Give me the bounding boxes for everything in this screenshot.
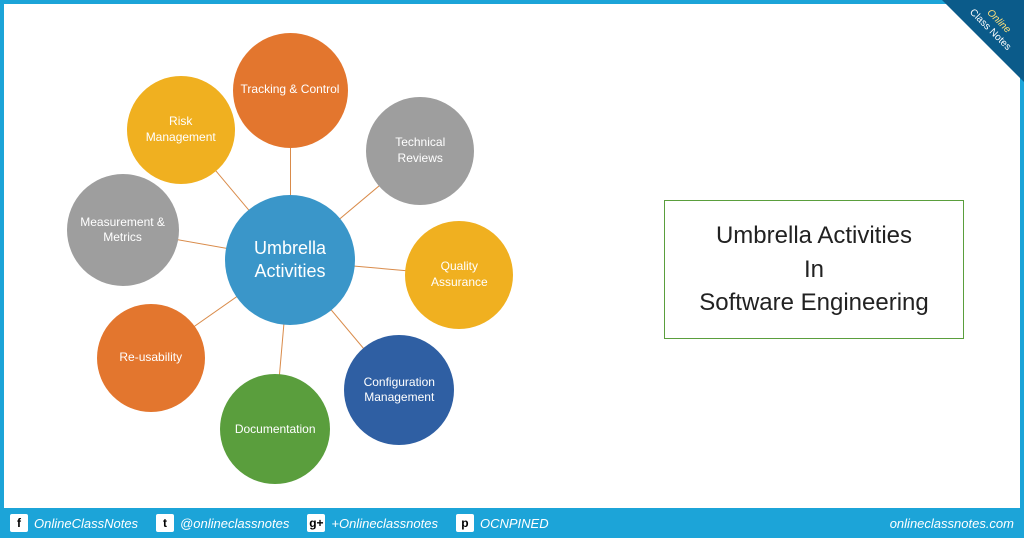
- title-panel: Umbrella Activities In Software Engineer…: [664, 200, 964, 339]
- social-text: OCNPINED: [480, 516, 549, 531]
- footer-social-item[interactable]: p OCNPINED: [456, 514, 549, 532]
- footer-socials: f OnlineClassNotes t @onlineclassnotes g+ +On…: [10, 514, 567, 532]
- umbrella-diagram: Umbrella Activities Tracking & ControlTec…: [50, 20, 530, 500]
- social-icon: g+: [307, 514, 325, 532]
- social-text: +Onlineclassnotes: [331, 516, 438, 531]
- footer-social-item[interactable]: f OnlineClassNotes: [10, 514, 138, 532]
- title-line2: In: [675, 253, 953, 287]
- outer-node: Quality Assurance: [405, 221, 513, 329]
- footer-social-item[interactable]: t @onlineclassnotes: [156, 514, 289, 532]
- corner-badge: Online Class Notes: [938, 0, 1024, 86]
- outer-node: Technical Reviews: [366, 97, 474, 205]
- footer-site: onlineclassnotes.com: [890, 516, 1014, 531]
- outer-node: Documentation: [220, 374, 330, 484]
- title-line1: Umbrella Activities: [675, 219, 953, 253]
- title-line3: Software Engineering: [675, 286, 953, 320]
- outer-node: Configuration Management: [344, 335, 454, 445]
- social-icon: t: [156, 514, 174, 532]
- footer-social-item[interactable]: g+ +Onlineclassnotes: [307, 514, 438, 532]
- outer-node: Tracking & Control: [233, 33, 348, 148]
- social-icon: p: [456, 514, 474, 532]
- social-icon: f: [10, 514, 28, 532]
- outer-node: Re-usability: [97, 304, 205, 412]
- social-text: OnlineClassNotes: [34, 516, 138, 531]
- outer-node: Risk Management: [127, 76, 235, 184]
- social-text: @onlineclassnotes: [180, 516, 289, 531]
- outer-node: Measurement & Metrics: [67, 174, 179, 286]
- footer-bar: f OnlineClassNotes t @onlineclassnotes g+ +On…: [0, 508, 1024, 538]
- center-node: Umbrella Activities: [225, 195, 355, 325]
